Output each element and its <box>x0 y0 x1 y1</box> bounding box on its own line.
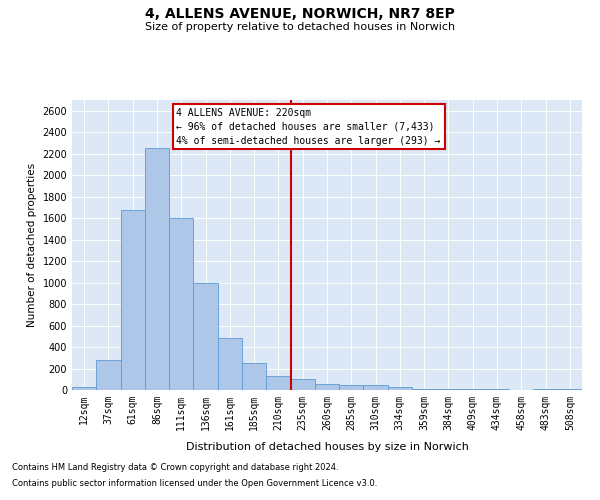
Bar <box>290 380 315 390</box>
Bar <box>339 384 364 390</box>
Bar <box>96 360 121 390</box>
Bar <box>193 282 218 390</box>
Bar <box>145 148 169 390</box>
Text: Size of property relative to detached houses in Norwich: Size of property relative to detached ho… <box>145 22 455 32</box>
Text: 4 ALLENS AVENUE: 220sqm
← 96% of detached houses are smaller (7,433)
4% of semi-: 4 ALLENS AVENUE: 220sqm ← 96% of detache… <box>176 108 441 146</box>
Y-axis label: Number of detached properties: Number of detached properties <box>27 163 37 327</box>
Text: Contains public sector information licensed under the Open Government Licence v3: Contains public sector information licen… <box>12 478 377 488</box>
Bar <box>364 384 388 390</box>
Bar <box>412 389 436 390</box>
Bar <box>436 389 461 390</box>
Bar <box>266 376 290 390</box>
Bar <box>169 218 193 390</box>
Bar <box>315 384 339 390</box>
Bar <box>72 387 96 390</box>
Bar <box>242 363 266 390</box>
Bar <box>121 210 145 390</box>
Text: Contains HM Land Registry data © Crown copyright and database right 2024.: Contains HM Land Registry data © Crown c… <box>12 464 338 472</box>
Bar <box>218 338 242 390</box>
Bar <box>388 387 412 390</box>
Text: Distribution of detached houses by size in Norwich: Distribution of detached houses by size … <box>185 442 469 452</box>
Text: 4, ALLENS AVENUE, NORWICH, NR7 8EP: 4, ALLENS AVENUE, NORWICH, NR7 8EP <box>145 8 455 22</box>
